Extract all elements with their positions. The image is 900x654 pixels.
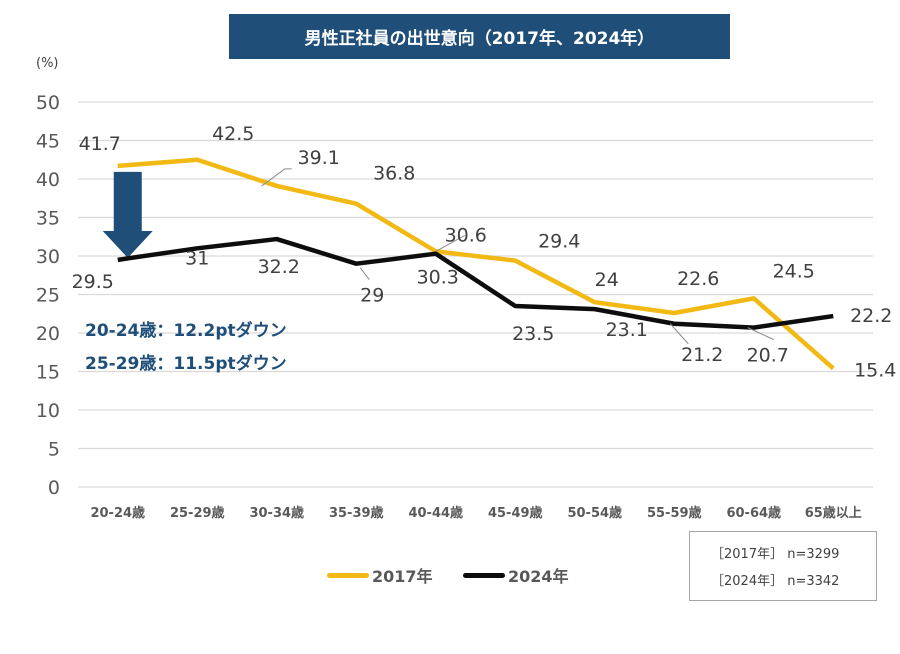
data-label: 32.2 — [258, 256, 300, 278]
data-label: 41.7 — [79, 133, 121, 155]
y-tick-label: 5 — [48, 439, 60, 461]
data-label: 42.5 — [212, 123, 254, 145]
x-tick-label: 40-44歳 — [408, 505, 463, 521]
y-tick-label: 25 — [36, 285, 60, 307]
data-label: 29.4 — [538, 231, 580, 253]
data-label: 24.5 — [773, 260, 815, 282]
leader-line — [669, 323, 689, 345]
x-tick-label: 25-29歳 — [170, 505, 225, 521]
data-label: 30.3 — [417, 267, 459, 289]
y-tick-label: 40 — [36, 169, 60, 191]
data-label: 21.2 — [681, 344, 723, 366]
sample-size-box: ［2017年］ n=3299 ［2024年］ n=3342 — [689, 531, 877, 601]
down-arrow-icon — [102, 171, 153, 258]
data-label: 36.8 — [373, 163, 415, 185]
legend-item-2017: 2017年 — [327, 563, 433, 587]
data-label: 39.1 — [298, 147, 340, 169]
data-label: 20.7 — [747, 345, 789, 367]
x-tick-label: 30-34歳 — [249, 505, 304, 521]
legend-label-2017: 2017年 — [372, 567, 433, 586]
data-label: 31 — [185, 247, 209, 269]
x-tick-label: 55-59歳 — [647, 505, 702, 521]
y-tick-label: 50 — [36, 92, 60, 114]
x-tick-label: 20-24歳 — [90, 505, 145, 521]
annotation-20-24-drop: 20-24歳：12.2ptダウン — [85, 321, 287, 341]
leader-line — [435, 234, 465, 252]
legend-label-2024: 2024年 — [508, 567, 569, 586]
sample-size-2017: ［2017年］ n=3299 — [711, 547, 840, 562]
y-tick-label: 35 — [36, 208, 60, 230]
legend-swatch-2024 — [463, 572, 505, 578]
data-label: 23.1 — [606, 319, 648, 341]
chart-title: 男性正社員の出世意向（2017年、2024年） — [229, 14, 730, 59]
y-tick-label: 0 — [48, 477, 60, 499]
y-tick-label: 30 — [36, 246, 60, 268]
data-label: 15.4 — [854, 359, 896, 381]
series-line-2024年 — [117, 236, 834, 330]
annotation-25-29-drop: 25-29歳：11.5ptダウン — [85, 354, 287, 374]
legend-swatch-2017 — [327, 572, 369, 578]
y-axis-unit-label: (%) — [36, 56, 59, 71]
sample-size-2024: ［2024年］ n=3342 — [711, 574, 840, 589]
data-label: 29 — [360, 285, 384, 307]
data-label: 22.6 — [677, 268, 719, 290]
x-tick-label: 35-39歳 — [329, 505, 384, 521]
x-tick-label: 60-64歳 — [726, 505, 781, 521]
data-label: 30.6 — [445, 224, 487, 246]
y-tick-label: 45 — [36, 131, 60, 153]
data-label: 23.5 — [512, 323, 554, 345]
y-tick-label: 20 — [36, 323, 60, 345]
y-tick-label: 15 — [36, 362, 60, 384]
leader-line — [261, 168, 292, 187]
data-label: 24 — [595, 269, 619, 291]
leader-line — [359, 267, 370, 281]
x-tick-label: 65歳以上 — [805, 505, 862, 521]
series-line-2017年 — [117, 157, 835, 371]
data-label: 29.5 — [72, 271, 114, 293]
leader-line — [747, 327, 774, 341]
legend-item-2024: 2024年 — [463, 563, 569, 587]
data-label: 22.2 — [850, 305, 892, 327]
x-tick-label: 50-54歳 — [567, 505, 622, 521]
y-tick-label: 10 — [36, 400, 60, 422]
x-tick-label: 45-49歳 — [488, 505, 543, 521]
